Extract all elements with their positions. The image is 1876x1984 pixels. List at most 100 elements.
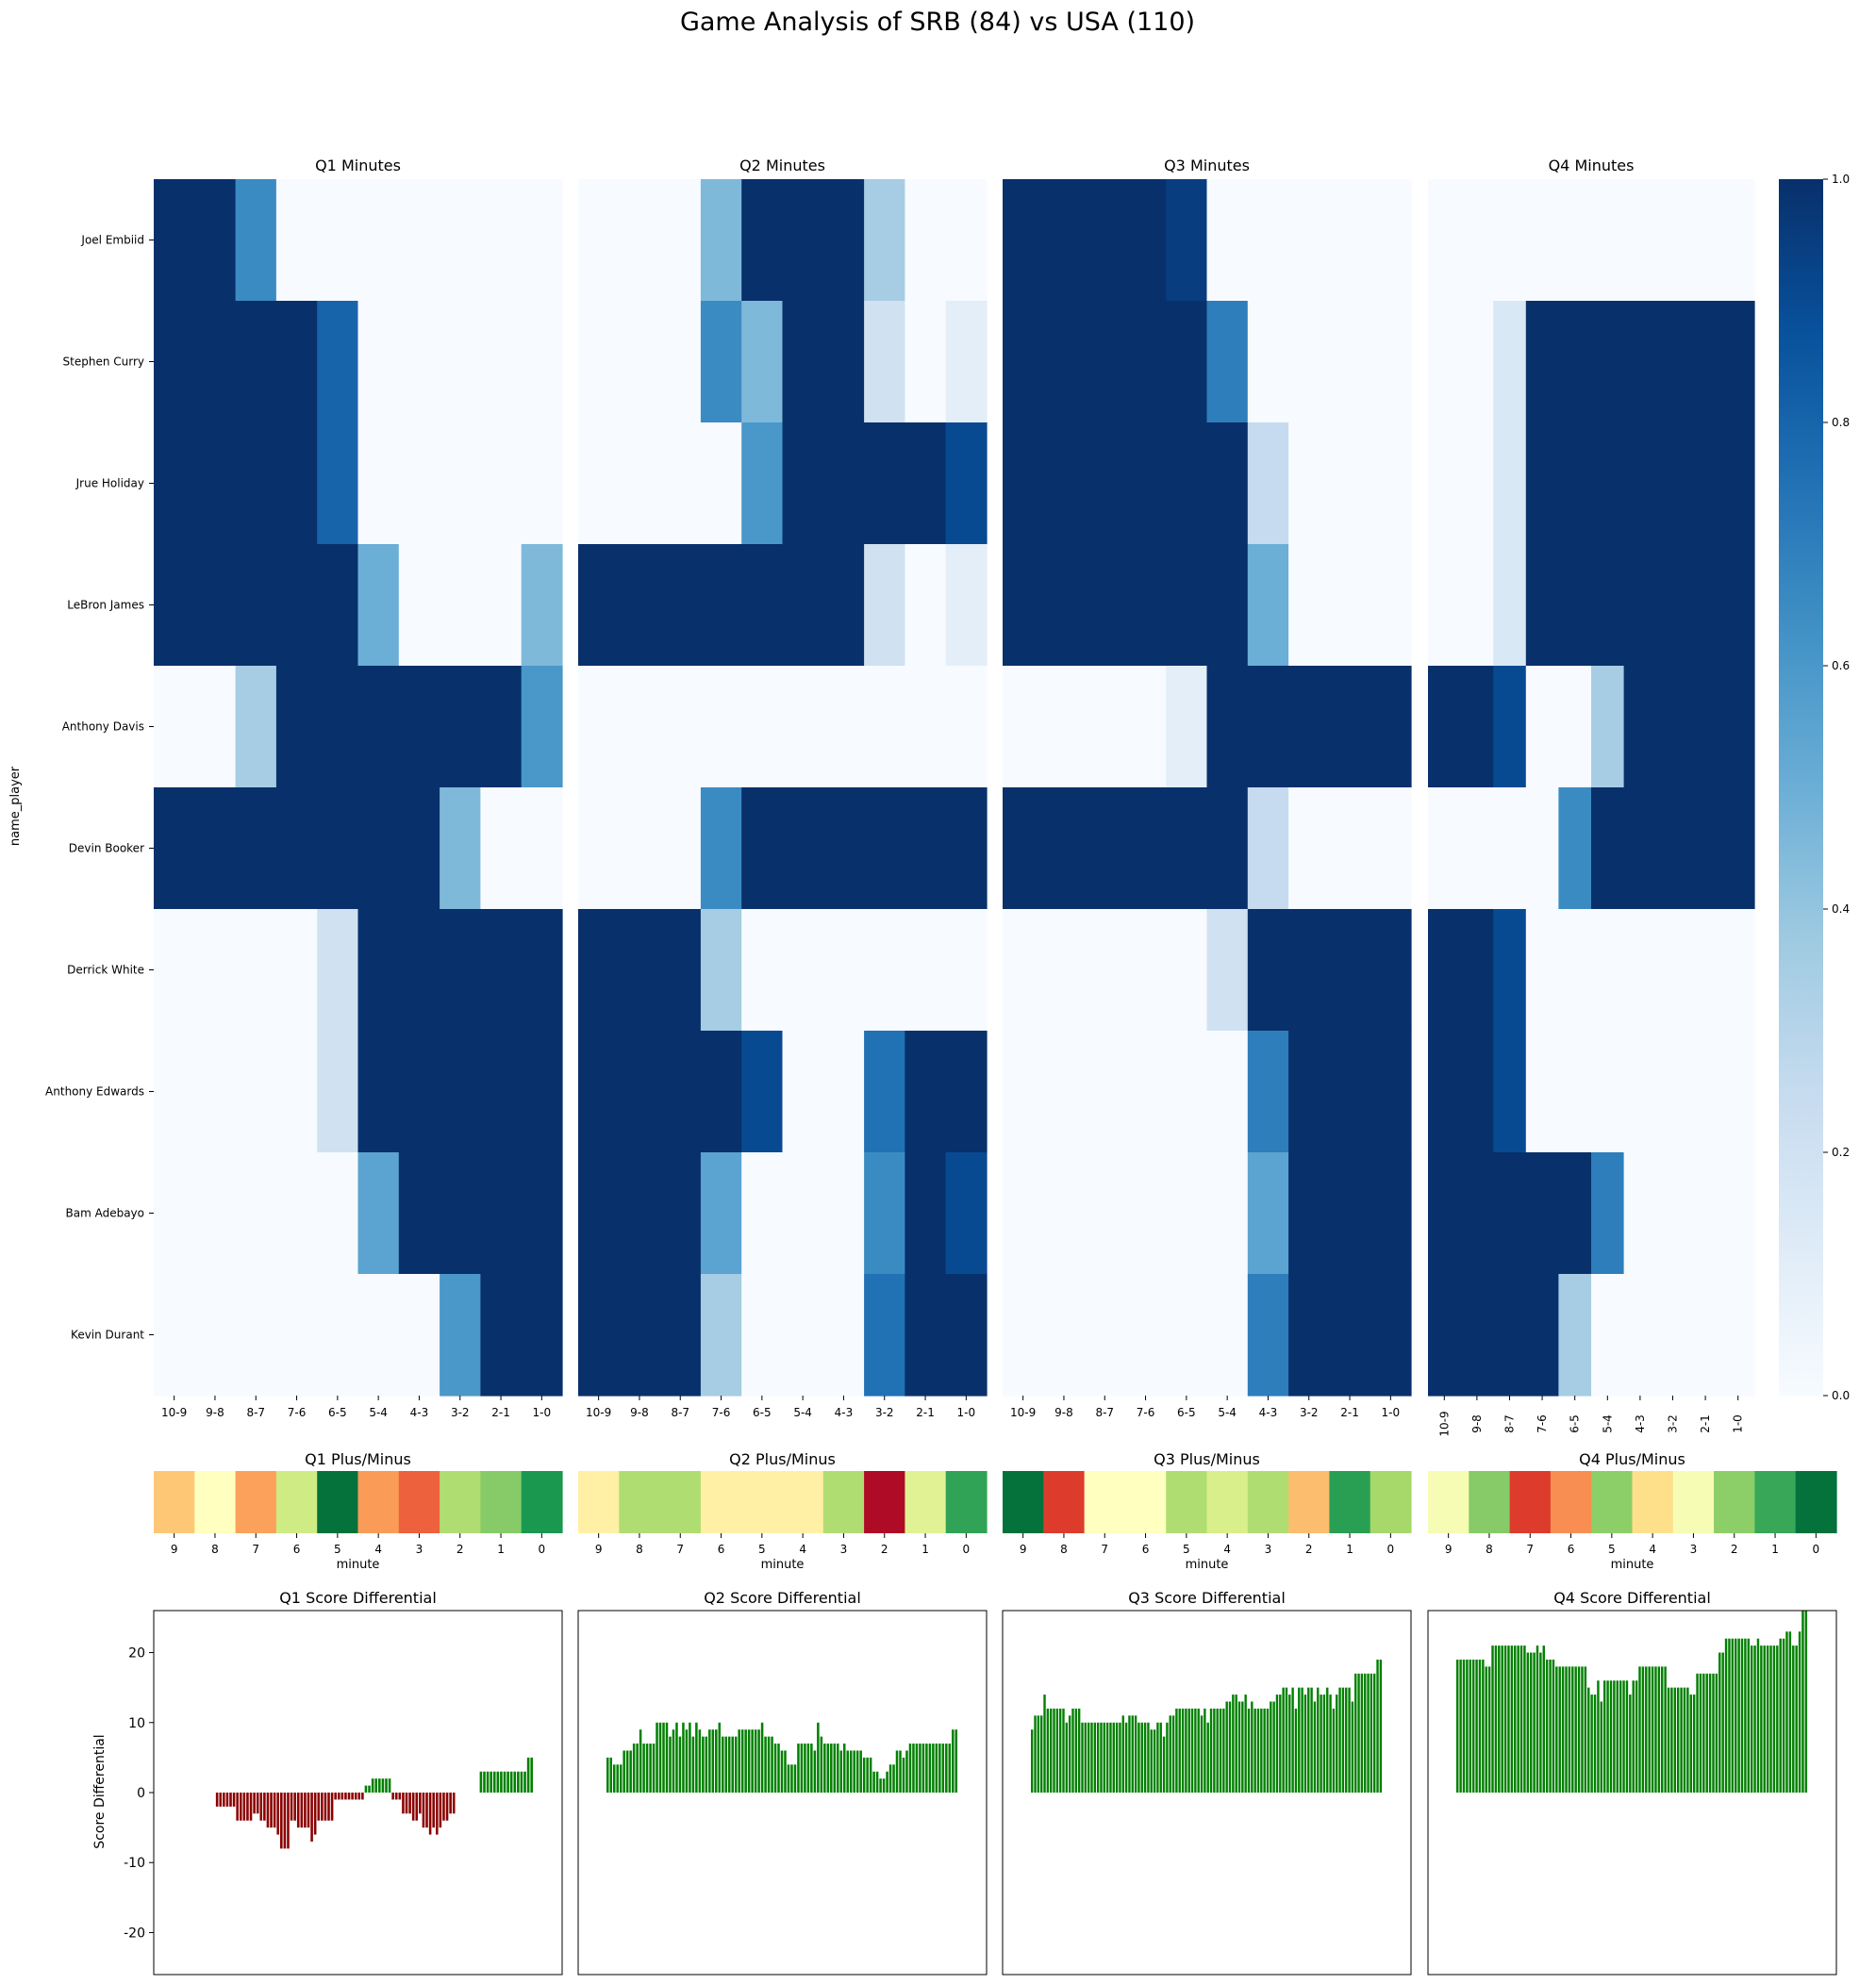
minutes-cell — [1558, 666, 1592, 788]
minutes-cell — [1428, 301, 1462, 423]
minutes-cell — [1428, 787, 1462, 910]
minutes-x-tick-label: 4-3 — [835, 1406, 854, 1419]
score-bar — [1526, 1652, 1530, 1793]
minutes-cell — [905, 666, 947, 788]
score-bar — [1084, 1722, 1087, 1793]
minutes-x-tick-label: 1-0 — [1732, 1414, 1745, 1433]
score-bar — [849, 1750, 853, 1793]
plus-minus-x-tick-label: 9 — [1020, 1543, 1027, 1556]
minutes-cell — [1460, 179, 1494, 302]
minutes-x-tick-label: 9-8 — [1470, 1414, 1484, 1433]
minutes-cell — [275, 422, 318, 545]
plus-minus-x-tick-label: 1 — [921, 1543, 929, 1556]
minutes-cell — [1493, 909, 1527, 1032]
minutes-cell — [619, 787, 661, 910]
plus-minus-x-tick-label: 0 — [1387, 1543, 1395, 1556]
minutes-cell — [1370, 1152, 1412, 1275]
minutes-cell — [154, 909, 195, 1032]
minutes-x-tick-label: 2-1 — [916, 1406, 935, 1419]
minutes-cell — [1460, 1031, 1494, 1153]
minutes-cell — [1084, 1031, 1126, 1153]
score-bar — [428, 1793, 432, 1835]
score-bar — [394, 1793, 398, 1800]
score-bar — [1616, 1680, 1619, 1793]
minutes-cell — [741, 909, 784, 1032]
score-bar — [1581, 1666, 1584, 1793]
minutes-cell — [1084, 787, 1126, 910]
score-bar — [1322, 1695, 1326, 1793]
score-bar — [351, 1793, 354, 1800]
score-bar — [223, 1793, 225, 1807]
score-bar — [1696, 1673, 1699, 1793]
plus-minus-x-tick-label: 5 — [1608, 1543, 1616, 1556]
minutes-cell — [398, 422, 440, 545]
minutes-cell — [578, 787, 620, 910]
minutes-cell — [1247, 422, 1289, 545]
minutes-cell — [905, 422, 947, 545]
minutes-cell — [1493, 787, 1527, 910]
minutes-cell — [1493, 1031, 1527, 1153]
score-bar — [826, 1744, 830, 1793]
score-bar — [246, 1793, 249, 1821]
minutes-cell — [1166, 179, 1208, 302]
score-bar — [760, 1722, 764, 1793]
minutes-cell — [1206, 1152, 1249, 1275]
plus-minus-x-tick-label: 6 — [1568, 1543, 1575, 1556]
minutes-cell — [154, 422, 195, 545]
score-bar — [523, 1771, 526, 1793]
score-bar — [1657, 1666, 1661, 1793]
minutes-cell — [357, 909, 400, 1032]
minutes-cell — [194, 544, 237, 667]
minutes-cell — [480, 544, 523, 667]
plus-minus-cell — [1591, 1471, 1634, 1533]
score-bar — [1379, 1659, 1383, 1793]
minutes-cell — [1525, 909, 1559, 1032]
score-bar — [1782, 1638, 1785, 1793]
minutes-cell — [1721, 422, 1755, 545]
score-bar — [859, 1750, 862, 1793]
minutes-cell — [440, 909, 481, 1032]
score-bar — [1724, 1638, 1728, 1793]
score-bar — [853, 1750, 855, 1793]
score-bar — [780, 1750, 784, 1793]
score-bar — [1606, 1680, 1609, 1793]
plus-minus-x-tick-label: 8 — [1060, 1543, 1068, 1556]
score-bar — [1087, 1722, 1090, 1793]
colorbar-tick-label: 0.4 — [1832, 902, 1850, 916]
score-bar — [793, 1764, 797, 1793]
minutes-cell — [864, 544, 905, 667]
player-label: Bam Adebayo — [65, 1207, 144, 1220]
plus-minus-cell — [822, 1471, 865, 1533]
score-bar — [912, 1744, 915, 1793]
colorbar-tick-label: 1.0 — [1832, 173, 1850, 186]
minutes-cell — [822, 787, 865, 910]
score-bar — [1313, 1701, 1317, 1793]
score-bar — [855, 1750, 859, 1793]
plus-minus-x-axis-label: minute — [761, 1558, 805, 1572]
minutes-cell — [1656, 301, 1690, 423]
score-differential-panel-title: Q3 Score Differential — [1128, 1589, 1286, 1607]
score-bar — [665, 1722, 669, 1793]
minutes-cell — [1688, 1031, 1722, 1153]
plus-minus-x-tick-label: 8 — [211, 1543, 219, 1556]
minutes-cell — [1558, 1274, 1592, 1397]
minutes-cell — [659, 1152, 702, 1275]
minutes-cell — [1166, 1152, 1208, 1275]
score-bar — [276, 1793, 279, 1835]
score-bar — [1348, 1687, 1351, 1793]
minutes-cell — [1124, 666, 1167, 788]
minutes-cell — [1084, 1274, 1126, 1397]
minutes-cell — [1721, 666, 1755, 788]
score-bar — [1766, 1645, 1769, 1793]
score-bar — [1185, 1708, 1187, 1793]
minutes-x-tick-label: 1-0 — [533, 1406, 552, 1419]
score-bar — [810, 1744, 813, 1793]
minutes-cell — [1656, 422, 1690, 545]
score-bar — [955, 1729, 958, 1793]
score-bar — [1689, 1695, 1692, 1793]
minutes-cell — [1370, 301, 1412, 423]
plus-minus-x-tick-label: 7 — [1101, 1543, 1108, 1556]
score-bar — [1275, 1695, 1279, 1793]
score-bar — [259, 1793, 263, 1821]
player-label: Anthony Davis — [62, 720, 144, 734]
